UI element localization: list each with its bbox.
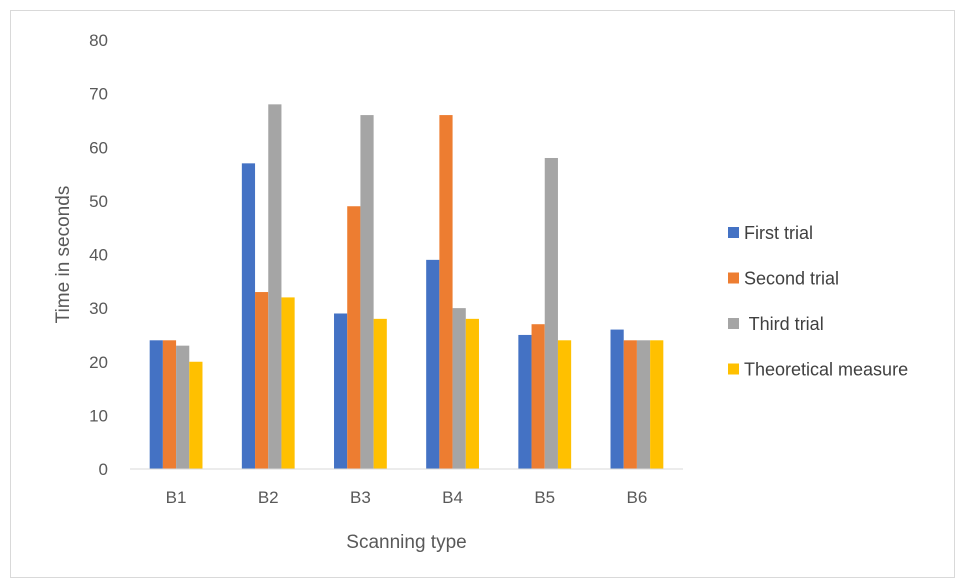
chart-frame — [10, 10, 955, 578]
y-tick-label: 30 — [89, 299, 108, 318]
y-tick-label: 10 — [89, 406, 108, 425]
bar — [255, 292, 269, 469]
bar — [623, 340, 637, 469]
bar — [334, 313, 348, 469]
bar — [650, 340, 664, 469]
x-tick-label: B1 — [166, 488, 187, 507]
bar — [531, 324, 545, 469]
x-axis-title: Scanning type — [346, 532, 466, 553]
y-tick-label: 50 — [89, 192, 108, 211]
bar — [360, 115, 374, 469]
bar — [189, 361, 203, 469]
y-axis-ticks: 0 10 20 30 40 50 60 70 80 — [89, 31, 108, 479]
bar — [426, 259, 440, 469]
legend-swatch — [728, 272, 739, 284]
x-tick-label: B5 — [534, 488, 555, 507]
y-tick-label: 80 — [89, 31, 108, 50]
bar — [347, 206, 361, 470]
legend-swatch — [728, 318, 739, 329]
x-tick-label: B3 — [350, 488, 371, 507]
bar — [518, 334, 532, 469]
legend-label: Third trial — [744, 314, 824, 334]
bar — [557, 340, 572, 469]
y-tick-label: 60 — [89, 138, 108, 157]
bar — [176, 345, 190, 469]
legend-label: First trial — [744, 223, 813, 243]
legend: First trial Second trial Third trial Theor… — [728, 223, 908, 380]
legend-swatch — [728, 227, 739, 238]
bar — [610, 329, 624, 469]
legend-swatch — [728, 363, 739, 375]
bar — [452, 308, 466, 470]
bar — [373, 318, 387, 469]
legend-label: Theoretical measure — [744, 360, 908, 380]
bar — [465, 318, 479, 469]
x-axis-ticks: B1 B2 B3 B4 B5 B6 — [166, 488, 648, 507]
bar — [281, 297, 295, 469]
legend-label: Second trial — [744, 269, 839, 289]
y-axis-title: Time in seconds — [53, 186, 74, 324]
y-tick-label: 70 — [89, 85, 108, 104]
y-tick-label: 40 — [89, 246, 108, 265]
bar — [149, 340, 163, 469]
bar — [268, 104, 282, 469]
y-tick-label: 0 — [99, 460, 108, 479]
x-tick-label: B6 — [627, 488, 648, 507]
x-tick-label: B4 — [442, 488, 463, 507]
bar — [162, 340, 177, 469]
bar — [439, 115, 453, 469]
y-tick-label: 20 — [89, 353, 108, 372]
bar — [544, 157, 558, 470]
bar — [241, 163, 256, 469]
bars — [149, 104, 664, 470]
x-tick-label: B2 — [258, 488, 279, 507]
bar — [636, 340, 651, 469]
